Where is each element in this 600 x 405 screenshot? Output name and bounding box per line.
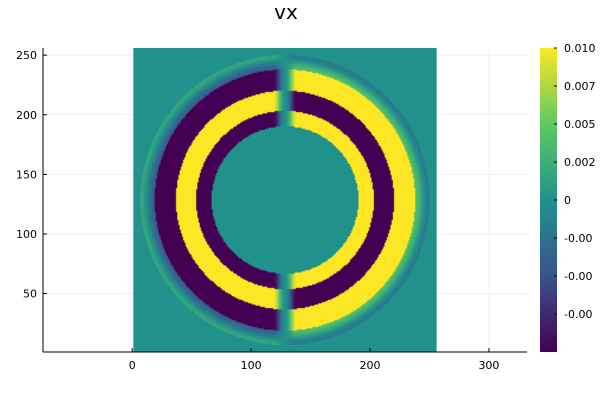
colorbar: 0.010 0.007 0.005 0.002 0 -0.00 -0.00 -0.00	[540, 42, 596, 352]
colorbar-tick-label: 0.005	[564, 118, 596, 131]
x-tick-label: 200	[360, 359, 381, 372]
colorbar-gradient	[540, 48, 557, 352]
x-tick-label: 100	[241, 359, 262, 372]
colorbar-tick-label: 0.002	[564, 156, 596, 169]
y-ticks: 50 100 150 200 250	[16, 49, 47, 301]
y-tick-label: 50	[23, 288, 37, 301]
x-tick-label: 0	[129, 359, 136, 372]
colorbar-tick-label: 0	[564, 194, 571, 207]
y-tick-label: 250	[16, 49, 37, 62]
y-tick-label: 200	[16, 109, 37, 122]
y-tick-label: 150	[16, 168, 37, 181]
colorbar-tick-label: -0.00	[564, 232, 592, 245]
x-ticks: 0 100 200 300	[129, 348, 499, 372]
colorbar-ticks: 0.010 0.007 0.005 0.002 0 -0.00 -0.00 -0.00	[554, 42, 596, 321]
colorbar-tick-label: 0.007	[564, 80, 596, 93]
axes	[42, 48, 527, 353]
heatmap-image	[133, 48, 437, 352]
y-tick-label: 100	[16, 228, 37, 241]
colorbar-tick-label: -0.00	[564, 308, 592, 321]
chart-title: vx	[274, 0, 298, 24]
colorbar-tick-label: 0.010	[564, 42, 596, 55]
x-tick-label: 300	[478, 359, 499, 372]
colorbar-tick-label: -0.00	[564, 270, 592, 283]
